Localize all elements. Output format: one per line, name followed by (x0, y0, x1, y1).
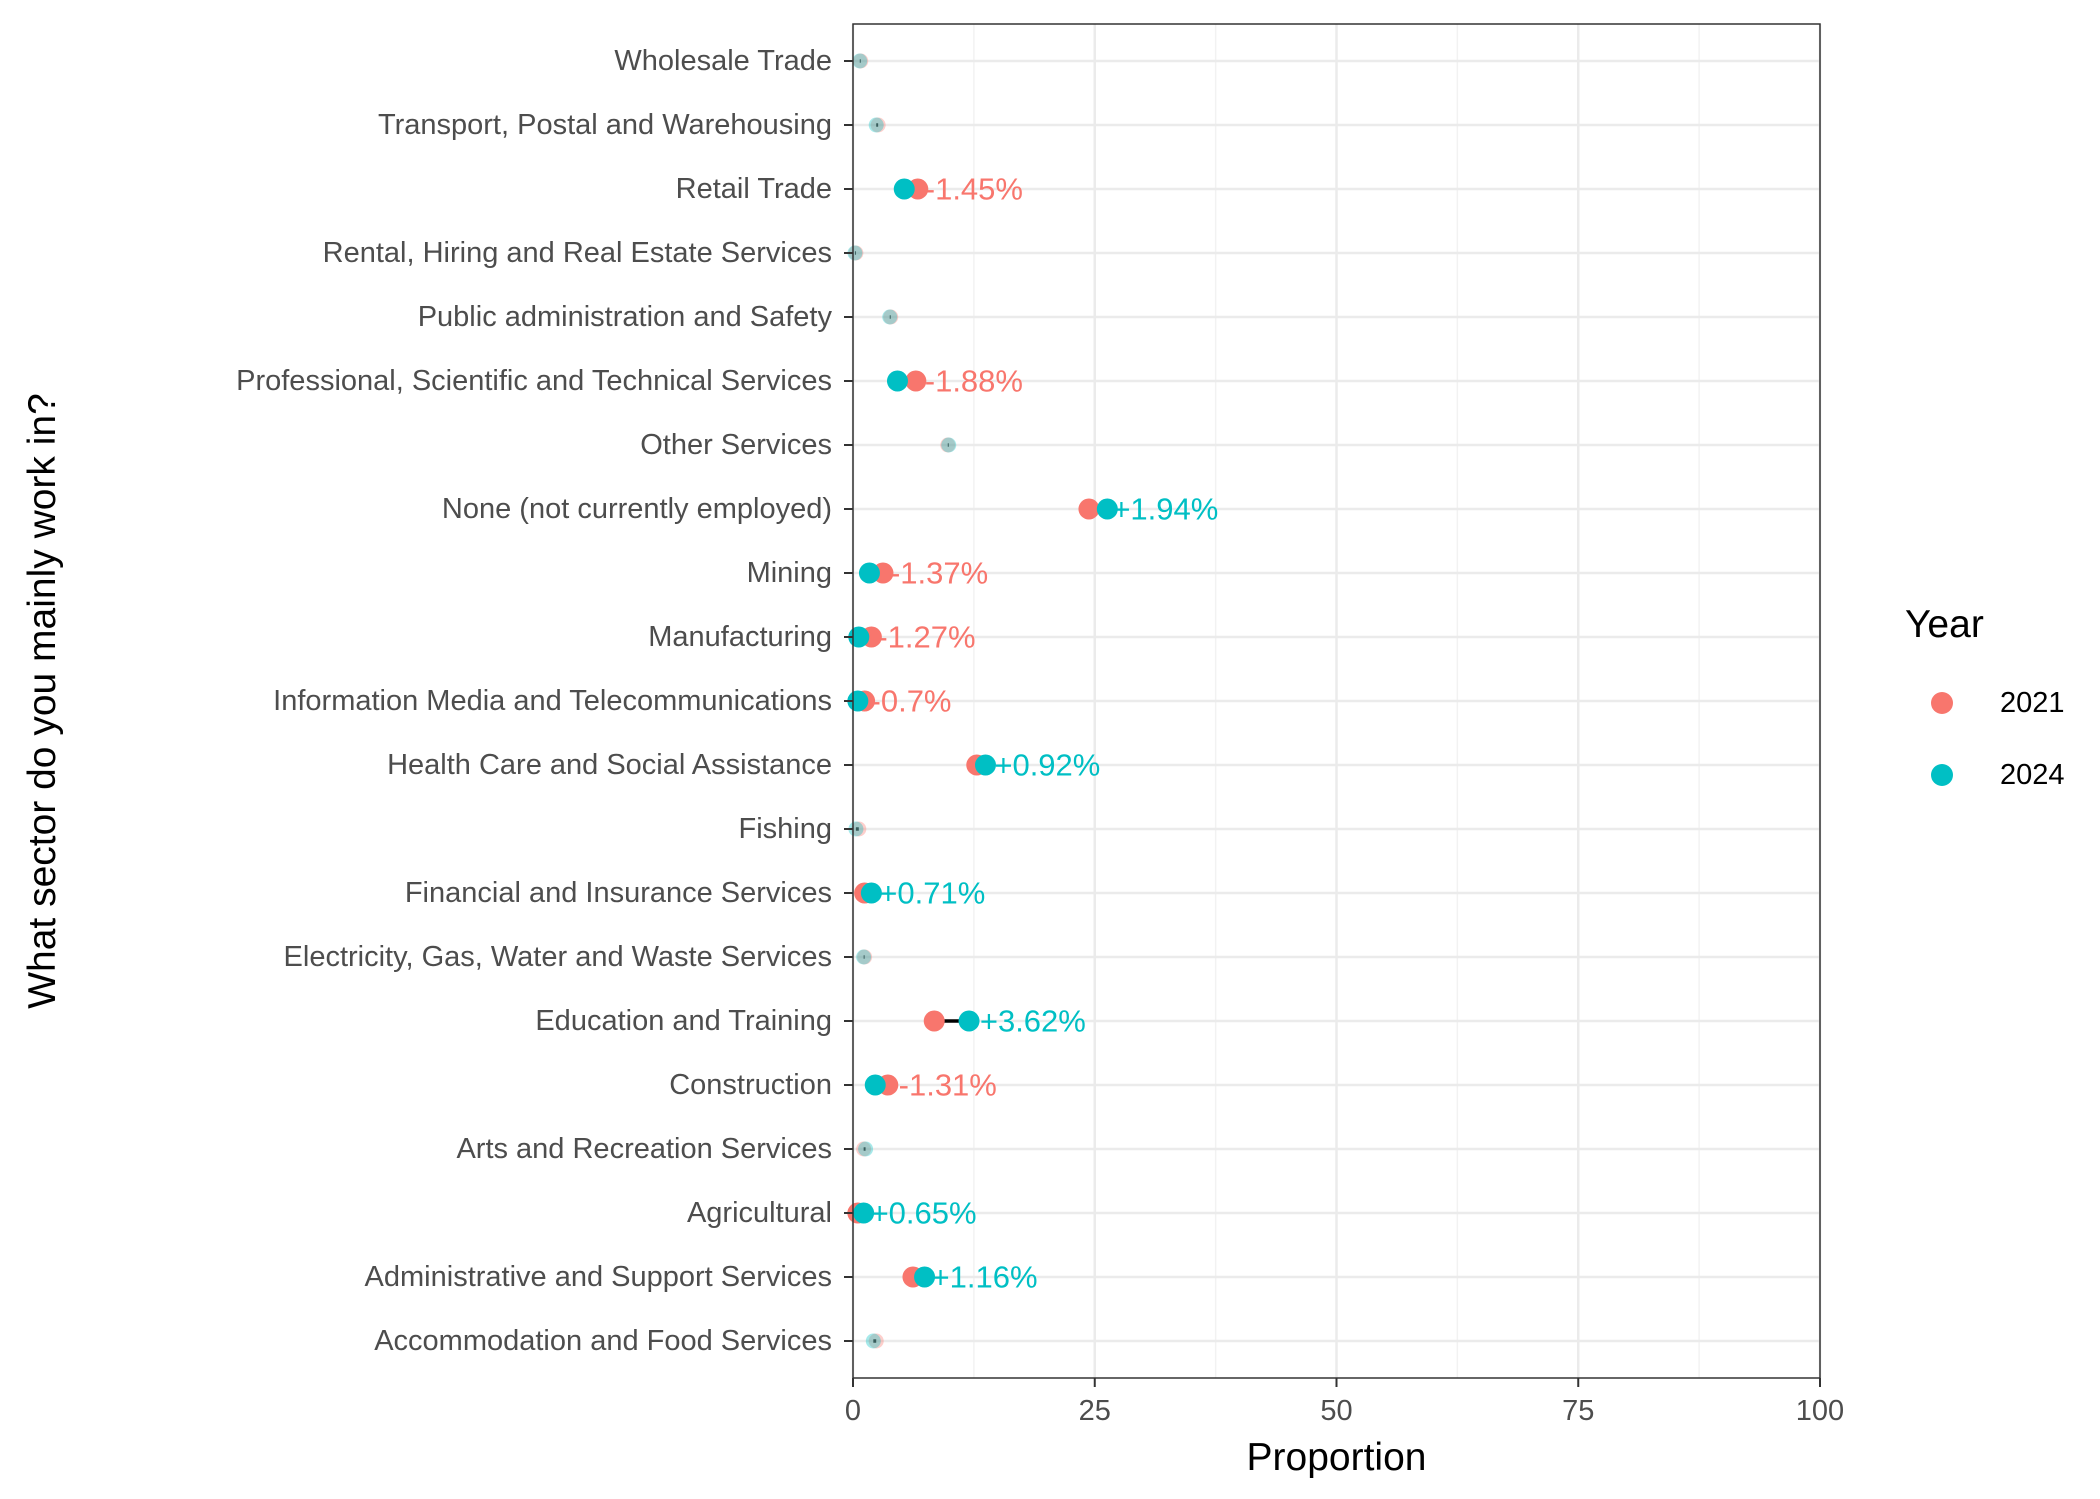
y-tick-label: Manufacturing (648, 621, 832, 653)
point-2021 (868, 1333, 884, 1349)
point-2021 (848, 245, 864, 261)
point-2024 (847, 245, 863, 261)
point-2021 (923, 1010, 945, 1032)
legend: Year 2021 2024 (1905, 603, 2065, 791)
point-2024 (1096, 498, 1118, 520)
point-2024 (848, 821, 864, 837)
y-tick-label: Professional, Scientific and Technical S… (236, 365, 832, 397)
data-points (847, 53, 1118, 1349)
point-2021 (857, 949, 873, 965)
x-axis-ticks: 0 25 50 75 100 (845, 1378, 1844, 1427)
point-2021 (1078, 498, 1100, 520)
x-axis-title: Proportion (1247, 1436, 1427, 1479)
x-tick-label: 75 (1562, 1395, 1594, 1427)
point-2024 (958, 1010, 980, 1032)
point-2024 (974, 754, 996, 776)
y-tick-label: Construction (669, 1069, 832, 1101)
legend-label: 2021 (2000, 687, 2065, 719)
point-2021 (940, 437, 956, 453)
y-tick-label: Wholesale Trade (614, 45, 832, 77)
point-2024 (860, 882, 882, 904)
point-2021 (856, 1141, 872, 1157)
x-tick-label: 50 (1320, 1395, 1352, 1427)
point-2024 (893, 178, 915, 200)
y-tick-label: Arts and Recreation Services (456, 1133, 832, 1165)
difference-label: +0.92% (994, 748, 1100, 783)
y-tick-label: None (not currently employed) (442, 493, 832, 525)
difference-label: +1.94% (1112, 492, 1218, 527)
y-tick-label: Administrative and Support Services (365, 1261, 832, 1293)
x-tick-label: 25 (1079, 1395, 1111, 1427)
y-tick-label: Other Services (640, 429, 832, 461)
legend-label: 2024 (2000, 759, 2065, 791)
point-2024 (865, 1333, 881, 1349)
difference-label: +3.62% (980, 1004, 1086, 1039)
x-tick-label: 0 (845, 1395, 861, 1427)
y-tick-label: Information Media and Telecommunications (273, 685, 832, 717)
point-2024 (856, 949, 872, 965)
y-tick-label: Health Care and Social Assistance (387, 749, 832, 781)
point-2021 (870, 117, 886, 133)
difference-label: -1.27% (877, 620, 975, 655)
point-2024 (858, 1141, 874, 1157)
y-tick-label: Fishing (739, 813, 833, 845)
y-tick-label: Agricultural (687, 1197, 832, 1229)
y-tick-label: Public administration and Safety (418, 301, 833, 333)
difference-label: +0.65% (871, 1196, 977, 1231)
point-2024 (853, 1202, 875, 1224)
difference-label: -0.7% (871, 684, 952, 719)
point-2021 (905, 370, 927, 392)
point-2024 (914, 1266, 936, 1288)
y-tick-label: Retail Trade (676, 173, 832, 205)
point-2024 (864, 1074, 886, 1096)
point-2024 (852, 53, 868, 69)
point-2021 (853, 53, 869, 69)
y-axis-ticks: Wholesale Trade Transport, Postal and War… (236, 45, 853, 1357)
point-2024 (858, 562, 880, 584)
difference-label: +0.71% (879, 876, 985, 911)
difference-labels: -1.45% -1.88% +1.94% -1.37% -1.27% -0.7% +0.92… (871, 172, 1219, 1295)
point-2024 (868, 117, 884, 133)
y-tick-label: Electricity, Gas, Water and Waste Servic… (284, 941, 832, 973)
y-axis-title: What sector do you mainly work in? (21, 393, 64, 1009)
y-tick-label: Mining (747, 557, 832, 589)
x-tick-label: 100 (1796, 1395, 1844, 1427)
difference-label: -1.37% (890, 556, 988, 591)
legend-title: Year (1905, 603, 1984, 646)
y-tick-label: Transport, Postal and Warehousing (378, 109, 832, 141)
point-2024 (882, 309, 898, 325)
y-tick-label: Financial and Insurance Services (405, 877, 832, 909)
legend-key-2024 (1931, 764, 1953, 786)
difference-label: -1.45% (925, 172, 1023, 207)
difference-label: -1.31% (899, 1068, 997, 1103)
difference-label: +1.16% (932, 1260, 1038, 1295)
y-tick-label: Accommodation and Food Services (374, 1325, 832, 1357)
y-tick-label: Education and Training (535, 1005, 832, 1037)
point-2024 (941, 437, 957, 453)
point-2024 (886, 370, 908, 392)
y-tick-label: Rental, Hiring and Real Estate Services (323, 237, 832, 269)
legend-key-2021 (1931, 692, 1953, 714)
point-2021 (851, 821, 867, 837)
difference-label: -1.88% (925, 364, 1023, 399)
point-2021 (883, 309, 899, 325)
